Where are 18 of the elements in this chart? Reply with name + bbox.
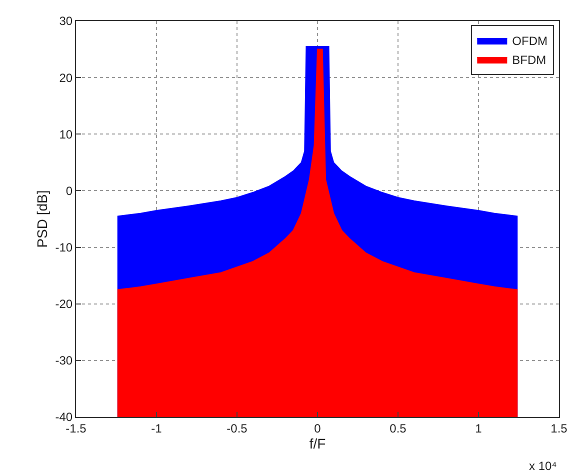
y-tick-label: 10: [59, 127, 73, 142]
x-tick-label: -0.5: [226, 421, 248, 436]
legend-label: BFDM: [512, 53, 546, 68]
x-axis-title: f/F: [309, 436, 326, 452]
text: x 10⁴: [529, 459, 557, 472]
x-tick-label: 0.5: [390, 421, 407, 436]
y-tick-label: 20: [59, 70, 73, 85]
y-axis-title: PSD [dB]: [34, 190, 50, 248]
y-tick-label: -20: [55, 297, 73, 312]
x-tick-label: 0: [314, 421, 322, 436]
x-tick-label: 1: [475, 421, 482, 436]
y-tick-label: -30: [55, 354, 73, 368]
y-tick-label: 30: [59, 14, 73, 28]
y-tick-label: -10: [55, 240, 73, 254]
y-tick-label: 0: [66, 184, 73, 198]
legend-label: OFDM: [512, 34, 548, 48]
x-tick-label: -1: [151, 421, 162, 436]
x-tick-label: 1.5: [550, 421, 568, 436]
